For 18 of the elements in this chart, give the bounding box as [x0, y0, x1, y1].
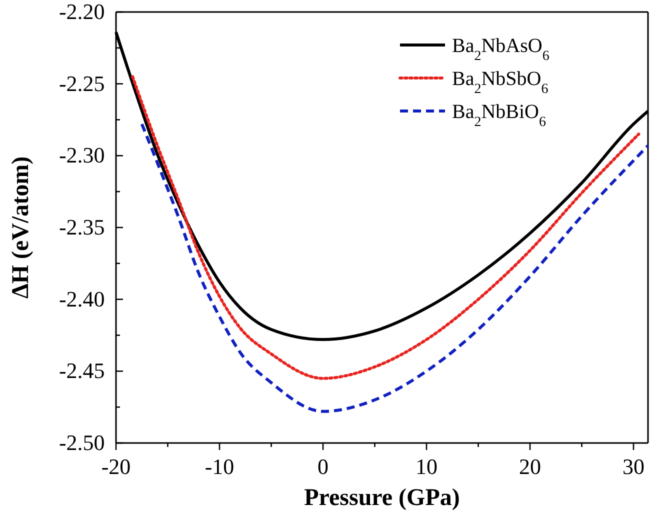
- y-tick-label: -2.20: [58, 0, 105, 24]
- y-axis-title: ΔH (eV/atom): [8, 156, 34, 299]
- x-tick-label: 0: [318, 454, 329, 479]
- x-tick-label: 10: [416, 454, 438, 479]
- x-tick-label: -20: [101, 454, 131, 479]
- y-tick-label: -2.25: [58, 70, 105, 96]
- x-tick-label: -10: [204, 454, 234, 479]
- y-tick-label: -2.40: [58, 286, 105, 312]
- x-tick-label: 20: [519, 454, 542, 479]
- y-tick-label: -2.50: [58, 430, 105, 456]
- legend-label: Ba$_{2}$NbAsO$_{6}$: [452, 35, 550, 64]
- y-tick-label: -2.45: [58, 358, 105, 384]
- legend-label: Ba$_{2}$NbBiO$_{6}$: [452, 101, 546, 130]
- y-tick-label: -2.35: [58, 214, 105, 240]
- y-tick-label: -2.30: [58, 142, 105, 168]
- legend-label: Ba$_{2}$NbSbO$_{6}$: [452, 68, 548, 96]
- x-tick-label: 30: [622, 454, 645, 479]
- x-axis-title: Pressure (GPa): [304, 485, 460, 511]
